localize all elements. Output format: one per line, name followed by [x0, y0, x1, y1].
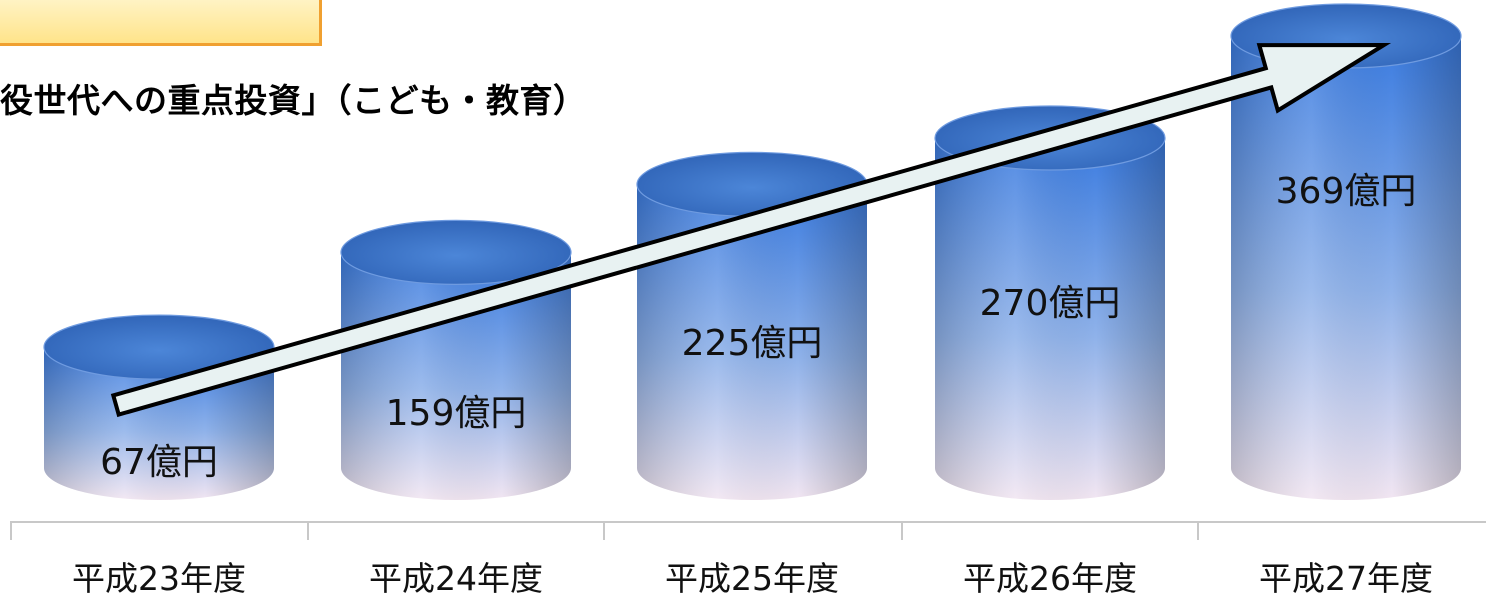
title-tab	[0, 0, 322, 46]
bar-3	[636, 151, 868, 501]
value-label: 270億円	[980, 283, 1121, 324]
x-tick-label: 平成26年度	[963, 559, 1137, 598]
value-label: 67億円	[100, 442, 218, 483]
x-tick-label: 平成25年度	[665, 559, 839, 598]
x-tick-label: 平成23年度	[72, 559, 246, 598]
bar-top	[340, 219, 572, 285]
value-label: 369億円	[1276, 171, 1417, 212]
chart-subtitle: 役世代への重点投資」（こども・教育）	[0, 81, 587, 120]
value-label: 159億円	[386, 393, 527, 434]
trend-arrow	[110, 42, 1392, 418]
bar-shade	[935, 137, 1165, 500]
bar-4	[934, 105, 1166, 500]
bar-shade	[1231, 36, 1461, 500]
subtitle-box	[0, 56, 775, 142]
bar-5	[1230, 3, 1462, 500]
bar-top	[43, 314, 275, 380]
bar-shade	[637, 184, 867, 501]
value-label: 225億円	[682, 323, 823, 364]
x-tick-label: 平成27年度	[1259, 559, 1433, 598]
bar-2	[340, 219, 572, 500]
x-tick-label: 平成24年度	[369, 559, 543, 598]
